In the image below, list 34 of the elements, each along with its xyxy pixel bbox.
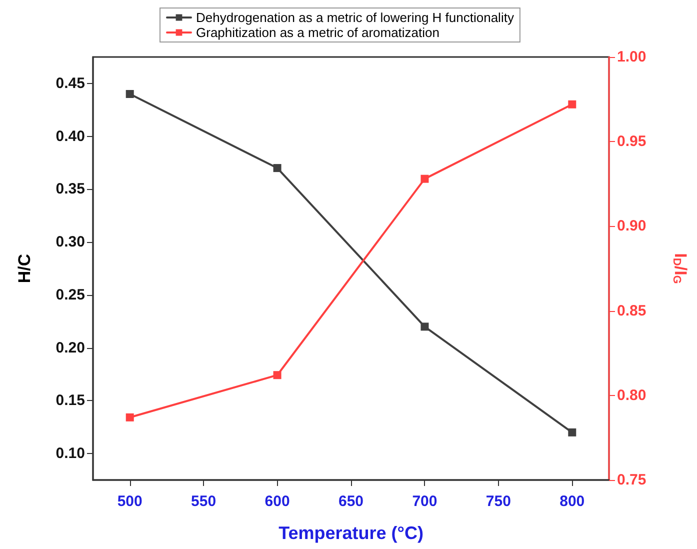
x-tick-label: 600 [264, 493, 290, 510]
y-tick-label: 0.45 [56, 74, 85, 92]
y-tick-label: 0.25 [56, 286, 85, 304]
x-tick-label: 650 [338, 493, 364, 510]
y2-axis-title: ID/IG [670, 253, 690, 284]
point [273, 371, 282, 380]
legend-label: Dehydrogenation as a metric of lowering H functionality [196, 10, 514, 25]
y-tick-label: 0.10 [56, 445, 85, 462]
y2-tick-label: 0.95 [617, 133, 646, 150]
point [273, 164, 282, 172]
y-tick-label: 0.40 [56, 128, 85, 145]
x-tick-label: 500 [117, 493, 142, 510]
y-tick-label: 0.15 [56, 392, 85, 410]
point [126, 90, 134, 98]
x-tick-label: 550 [191, 493, 216, 510]
x-tick-label: 750 [486, 493, 511, 510]
point [568, 428, 576, 436]
x-tick-label: 700 [412, 493, 438, 510]
x-tick-label: 800 [560, 493, 585, 510]
y2-tick-label: 0.80 [617, 386, 646, 404]
y2-tick-label: 0.90 [617, 218, 646, 235]
x-axis-title: Temperature (°C) [278, 523, 424, 543]
y-tick-label: 0.30 [56, 234, 85, 251]
legend-label: Graphitization as a metric of aromatization [196, 25, 440, 40]
y2-tick-label: 1.00 [617, 48, 646, 66]
y-axis-title: H/C [15, 254, 34, 284]
y2-tick-label: 0.85 [617, 302, 646, 320]
y-tick-label: 0.20 [56, 339, 85, 356]
point [126, 413, 134, 422]
point [420, 174, 429, 183]
point [568, 100, 576, 108]
y2-tick-label: 0.75 [617, 472, 646, 488]
y-tick-label: 0.35 [56, 180, 85, 198]
point [420, 322, 429, 331]
